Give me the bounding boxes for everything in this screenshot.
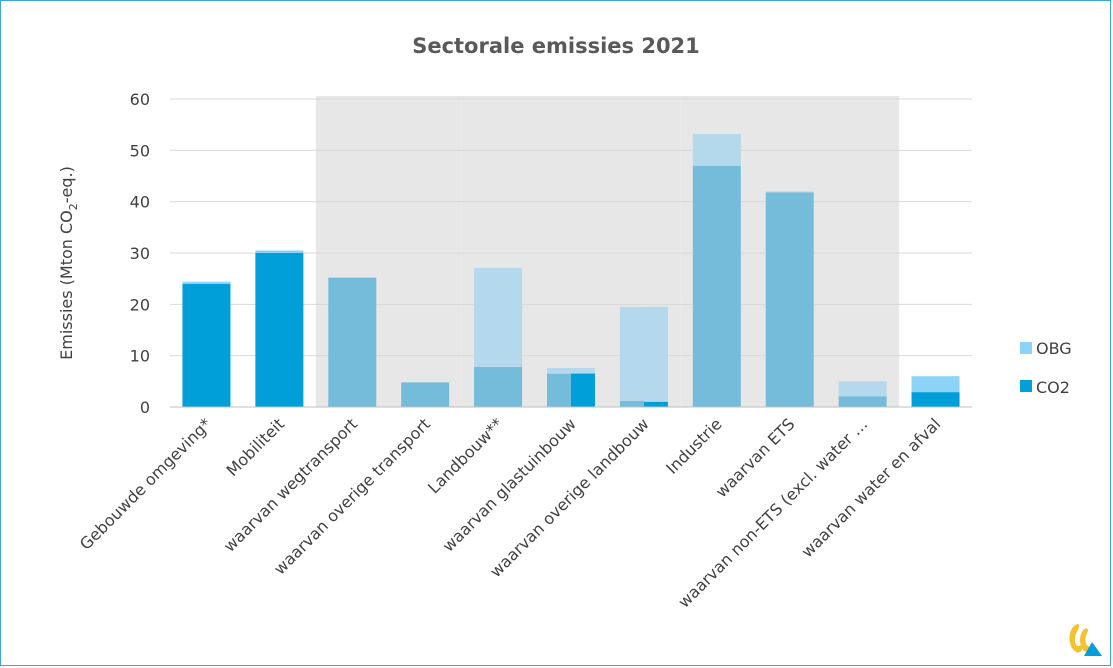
bar-co2-7 [692, 165, 741, 407]
bar-co2-8 [765, 192, 814, 407]
y-axis-label-subscript: 2 [67, 203, 80, 210]
bars [182, 133, 960, 407]
y-tick-label: 40 [130, 193, 150, 212]
bar-obg-8 [765, 191, 814, 193]
y-axis-label: Emissies (Mton CO2-eq.) [57, 166, 80, 360]
bar-co2-3 [401, 382, 450, 407]
x-tick-label: Gebouwde omgeving* [76, 414, 215, 553]
bar-co2-0 [182, 283, 231, 407]
bar-obg-9 [838, 381, 887, 397]
legend-label-co2: CO2 [1036, 378, 1070, 397]
bar-co2-4 [474, 366, 523, 407]
y-tick-label: 50 [130, 141, 150, 160]
x-tick-label: waarvan wegtransport [220, 414, 361, 555]
sub-bar-co2-1 [643, 401, 668, 407]
bar-co2-10 [911, 392, 960, 407]
pbl-logo-icon [1069, 624, 1102, 656]
sub-bar-obg-1 [643, 306, 668, 402]
x-tick-label: Mobiliteit [222, 414, 288, 480]
legend-swatch-co2 [1020, 380, 1032, 392]
y-axis-label-suffix: -eq.) [57, 166, 76, 203]
bar-obg-0 [182, 281, 231, 284]
bar-obg-4 [474, 267, 523, 367]
y-axis-ticks: 0 10 20 30 40 50 60 [130, 90, 150, 417]
chart-title: Sectorale emissies 2021 [412, 34, 700, 58]
bar-co2-1 [255, 253, 304, 407]
legend-swatch-obg [1020, 342, 1032, 354]
x-tick-label: waarvan overige landbouw [486, 414, 653, 581]
bar-obg-7 [692, 133, 741, 166]
y-tick-label: 30 [130, 244, 150, 263]
legend-label-obg: OBG [1036, 339, 1072, 358]
x-tick-label: Industrie [662, 414, 725, 477]
y-axis-label-prefix: Emissies (Mton CO [57, 210, 76, 360]
bar-co2-2 [328, 277, 377, 407]
sub-bar-co2-0 [571, 373, 595, 407]
bar-obg-1 [255, 250, 304, 253]
x-tick-label: waarvan water en afval [798, 414, 945, 561]
bar-co2-9 [838, 396, 887, 407]
y-tick-label: 60 [130, 90, 150, 109]
bar-obg-5 [547, 367, 595, 374]
y-tick-label: 20 [130, 295, 150, 314]
x-tick-label: Landbouw** [424, 414, 507, 497]
x-tick-label: waarvan glastuinbouw [439, 414, 580, 555]
legend: OBG CO2 [1020, 339, 1072, 397]
y-tick-label: 0 [140, 398, 150, 417]
bar-obg-10 [911, 376, 960, 393]
y-tick-label: 10 [130, 347, 150, 366]
x-tick-label: waarvan overige transport [270, 414, 434, 578]
